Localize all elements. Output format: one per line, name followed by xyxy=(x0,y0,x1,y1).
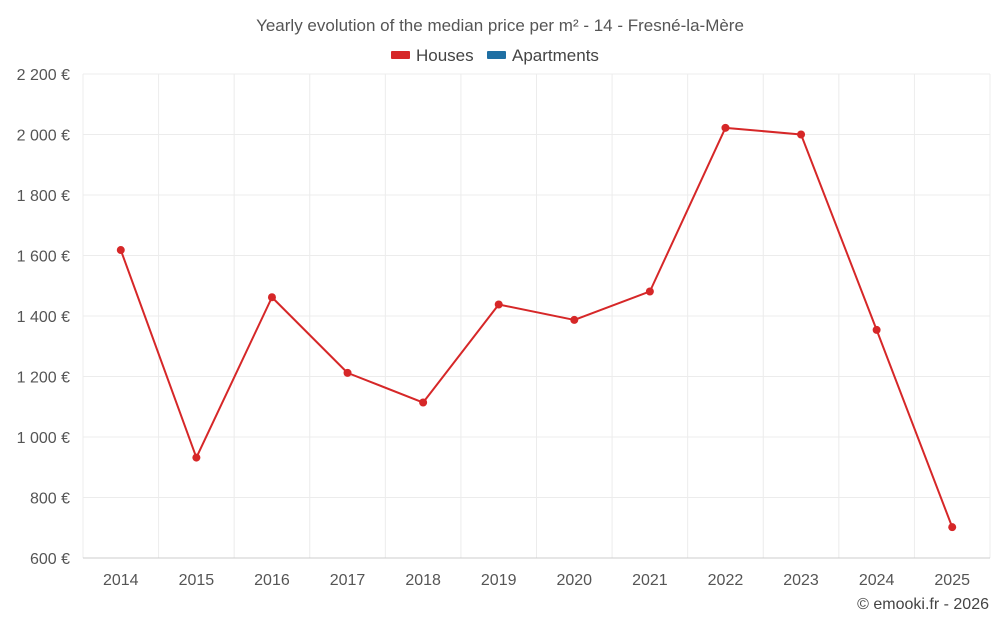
data-point[interactable] xyxy=(721,123,730,132)
data-point[interactable] xyxy=(948,523,957,532)
credit-text: © emooki.fr - 2026 xyxy=(857,596,989,613)
y-tick-label: 2 200 € xyxy=(17,67,70,84)
y-axis-ticks: 600 € 800 € 1 000 € 1 200 € 1 400 € 1 600 € 1 … xyxy=(17,67,70,568)
x-tick-label: 2018 xyxy=(405,572,441,589)
legend-label-apartments: Apartments xyxy=(512,46,599,65)
data-point[interactable] xyxy=(116,246,125,255)
y-tick-label: 1 000 € xyxy=(17,430,70,447)
data-point[interactable] xyxy=(192,453,201,462)
series-line-houses xyxy=(119,126,954,528)
series-houses xyxy=(116,123,957,532)
data-point[interactable] xyxy=(872,325,881,334)
legend-swatch-houses xyxy=(391,51,410,59)
y-tick-label: 1 400 € xyxy=(17,309,70,326)
x-tick-label: 2014 xyxy=(103,572,139,589)
data-point[interactable] xyxy=(343,368,352,377)
legend-swatch-apartments xyxy=(487,51,506,59)
legend-item-apartments[interactable]: Apartments xyxy=(487,46,599,65)
chart-legend[interactable]: Houses Apartments xyxy=(391,46,599,65)
x-tick-label: 2019 xyxy=(481,572,517,589)
legend-item-houses[interactable]: Houses xyxy=(391,46,474,65)
y-tick-label: 1 800 € xyxy=(17,188,70,205)
x-tick-label: 2024 xyxy=(859,572,895,589)
y-tick-label: 600 € xyxy=(30,551,70,568)
y-tick-label: 1 200 € xyxy=(17,370,70,387)
y-tick-label: 800 € xyxy=(30,491,70,508)
x-tick-label: 2016 xyxy=(254,572,290,589)
data-point[interactable] xyxy=(570,315,579,324)
x-tick-label: 2015 xyxy=(179,572,215,589)
legend-label-houses: Houses xyxy=(416,46,474,65)
chart-title: Yearly evolution of the median price per… xyxy=(256,16,744,35)
x-tick-label: 2025 xyxy=(934,572,970,589)
data-point[interactable] xyxy=(267,293,276,302)
data-point[interactable] xyxy=(419,398,428,407)
x-axis-ticks: 2014 2015 2016 2017 2018 2019 2020 2021 2022 2023… xyxy=(103,572,970,589)
x-tick-label: 2020 xyxy=(556,572,592,589)
x-tick-label: 2021 xyxy=(632,572,668,589)
x-gridlines xyxy=(82,74,991,558)
y-tick-label: 1 600 € xyxy=(17,249,70,266)
data-point[interactable] xyxy=(797,130,806,139)
y-tick-label: 2 000 € xyxy=(17,128,70,145)
data-point[interactable] xyxy=(645,287,654,296)
data-point[interactable] xyxy=(494,300,503,309)
x-tick-label: 2022 xyxy=(708,572,744,589)
x-tick-label: 2017 xyxy=(330,572,366,589)
x-tick-label: 2023 xyxy=(783,572,819,589)
